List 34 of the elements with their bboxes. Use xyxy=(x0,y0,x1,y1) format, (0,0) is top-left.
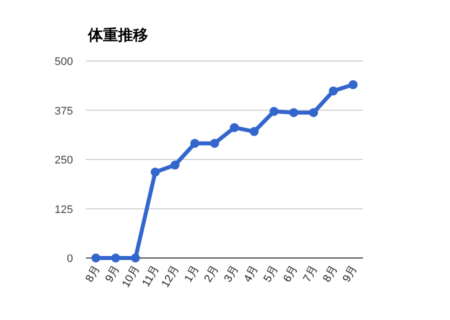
point xyxy=(190,138,200,148)
point xyxy=(210,138,220,148)
point xyxy=(250,127,259,136)
point xyxy=(130,254,140,262)
x-tick-label: 7月 xyxy=(301,264,320,284)
point xyxy=(170,160,180,170)
x-tick-label: 8月 xyxy=(84,264,102,284)
y-tick-label: 250 xyxy=(54,154,73,166)
x-tick-label: 8月 xyxy=(320,264,340,284)
y-tick-label: 125 xyxy=(54,204,73,216)
x-tick-label: 4月 xyxy=(242,264,261,284)
point xyxy=(289,108,298,118)
y-tick-label: 500 xyxy=(54,56,73,68)
point xyxy=(309,108,318,118)
point xyxy=(269,106,278,116)
x-tick-label: 9月 xyxy=(340,264,360,284)
x-tick-label: 11月 xyxy=(140,264,162,289)
x-tick-label: 5月 xyxy=(262,264,281,284)
point xyxy=(348,80,358,90)
point xyxy=(328,86,338,96)
x-tick-label: 12月 xyxy=(160,264,182,290)
y-tick-label: 0 xyxy=(66,253,73,265)
x-tick-label: 1月 xyxy=(182,264,202,284)
x-tick-label: 10月 xyxy=(120,264,142,290)
point xyxy=(91,254,100,262)
y-tick-label: 375 xyxy=(54,105,73,118)
point xyxy=(150,168,160,177)
chart-title: 体重推移 xyxy=(87,27,148,44)
x-tick-label: 9月 xyxy=(103,264,122,284)
point xyxy=(230,123,239,132)
x-tick-label: 6月 xyxy=(281,264,300,284)
x-tick-label: 3月 xyxy=(222,264,241,284)
point xyxy=(111,254,120,262)
x-tick-label: 2月 xyxy=(202,264,222,284)
